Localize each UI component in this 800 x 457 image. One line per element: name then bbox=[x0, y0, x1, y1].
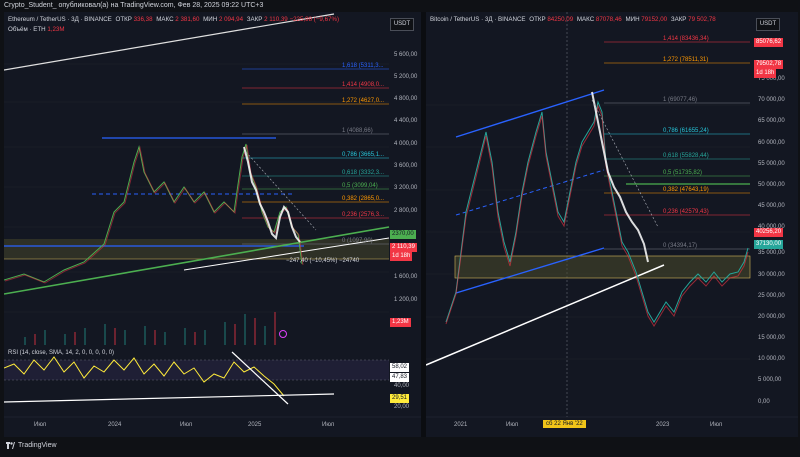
projected-path bbox=[591, 91, 649, 263]
high-price-tag: 85076,62 bbox=[754, 38, 784, 47]
channel-bottom bbox=[455, 247, 605, 294]
btc-chart-pane[interactable]: Bitcoin / TetherUS · 3Д · BINANCE ОТКР 8… bbox=[426, 12, 798, 437]
rsi-value-tag: 29,51 bbox=[390, 394, 410, 403]
long-support bbox=[426, 264, 665, 366]
footer: TradingView bbox=[0, 437, 800, 457]
y-tick: 5 200,00 bbox=[394, 74, 418, 80]
x-tick: 2025 bbox=[248, 422, 262, 428]
x-tick: 2024 bbox=[108, 422, 122, 428]
fib-label: 0,382 (47643,19) bbox=[663, 187, 709, 193]
projected-path bbox=[243, 146, 301, 243]
fib-label: 0,236 (42579,43) bbox=[663, 209, 709, 215]
fib-label: 0,382 (2865,0... bbox=[342, 196, 385, 202]
countdown-tag: 1d 18h bbox=[754, 69, 777, 78]
level-tag: 37130,00 bbox=[754, 240, 784, 249]
x-tick: Июл bbox=[34, 422, 47, 428]
y-tick: 5 600,00 bbox=[394, 52, 418, 58]
rsi-tick: 20,00 bbox=[394, 404, 410, 410]
y-tick: 35 000,00 bbox=[758, 250, 785, 256]
y-tick: 3 200,00 bbox=[394, 185, 418, 191]
btc-chart-canvas[interactable] bbox=[426, 12, 798, 437]
fib-label: 1,272 (4627,0... bbox=[342, 98, 385, 104]
y-tick: 3 600,00 bbox=[394, 163, 418, 169]
green-level-tag: 2370,00 bbox=[390, 230, 416, 239]
channel-mid bbox=[455, 169, 605, 216]
green-trendline bbox=[4, 226, 390, 295]
y-tick: 4 800,00 bbox=[394, 96, 418, 102]
last-price-tag: 2 110,39 bbox=[390, 243, 417, 252]
fib-label: 0 (1097,90) bbox=[342, 238, 373, 244]
tradingview-logo[interactable]: TradingView bbox=[6, 442, 57, 449]
x-tick: Июл bbox=[322, 422, 335, 428]
support-zone bbox=[4, 239, 389, 259]
fib-label: 1 (69077,46) bbox=[663, 97, 698, 103]
x-tick: Июл bbox=[180, 422, 193, 428]
x-tick: 2021 bbox=[454, 422, 468, 428]
y-tick: 4 400,00 bbox=[394, 118, 418, 124]
upper-trendline bbox=[4, 13, 335, 71]
fib-label: 1,414 (83436,34) bbox=[663, 36, 709, 42]
y-tick: 70 000,00 bbox=[758, 97, 785, 103]
rsi-tag: 47,83 bbox=[390, 373, 410, 382]
y-tick: 50 000,00 bbox=[758, 182, 785, 188]
y-tick: 30 000,00 bbox=[758, 272, 785, 278]
tradingview-icon bbox=[6, 442, 15, 449]
y-tick: 1 600,00 bbox=[394, 274, 418, 280]
rsi-tick: 40,00 bbox=[394, 383, 410, 389]
y-tick: 60 000,00 bbox=[758, 140, 785, 146]
level-tag: 40256,20 bbox=[754, 228, 784, 237]
fib-label: 0,786 (61655,24) bbox=[663, 128, 709, 134]
y-tick: 5 000,00 bbox=[758, 377, 782, 383]
fib-label: 0,236 (2576,3... bbox=[342, 212, 385, 218]
rsi-tag: 58,02 bbox=[390, 363, 410, 372]
fib-label: 0,618 (55828,44) bbox=[663, 153, 709, 159]
y-tick: 75 000,00 bbox=[758, 76, 785, 82]
y-tick: 4 000,00 bbox=[394, 141, 418, 147]
fib-label: 1,414 (4908,0... bbox=[342, 82, 385, 88]
y-tick: 65 000,00 bbox=[758, 118, 785, 124]
fib-label: 0,5 (51735,82) bbox=[663, 170, 703, 176]
y-tick: 2 800,00 bbox=[394, 208, 418, 214]
pane-divider[interactable] bbox=[421, 12, 426, 437]
y-tick: 15 000,00 bbox=[758, 335, 785, 341]
channel-top bbox=[455, 89, 605, 138]
fib-label: 1,618 (5311,3... bbox=[342, 63, 384, 69]
y-tick: 10 000,00 bbox=[758, 356, 785, 362]
x-tick: Июл bbox=[506, 422, 519, 428]
volume-tag: 1,23M bbox=[390, 318, 411, 327]
rsi-legend: RSI (14, close, SMA, 14, 2, 0, 0, 0, 0, … bbox=[8, 350, 115, 356]
fib-label: 0,5 (3099,04) bbox=[342, 183, 378, 189]
eth-chart-pane[interactable]: Ethereum / TetherUS · 3Д · BINANCE ОТКР … bbox=[4, 12, 421, 437]
x-tick: Июл bbox=[710, 422, 723, 428]
fib-label: 1 (4088,66) bbox=[342, 128, 373, 134]
countdown-tag: 1d 18h bbox=[390, 252, 413, 261]
y-tick: 0,00 bbox=[758, 399, 770, 405]
eth-chart-canvas[interactable] bbox=[4, 12, 421, 437]
fib-label: 1,272 (78511,31) bbox=[663, 57, 709, 63]
publish-header: Crypto_Student_ опубликовал(а) на Tradin… bbox=[0, 0, 800, 12]
support-zone bbox=[455, 256, 750, 278]
y-tick: 20 000,00 bbox=[758, 314, 785, 320]
eth-volume-legend: Объём · ETH 1,23M bbox=[8, 26, 65, 33]
rsi-line bbox=[4, 356, 285, 397]
fib-label: 0 (34394,17) bbox=[663, 243, 698, 249]
y-tick: 55 000,00 bbox=[758, 161, 785, 167]
alert-icon[interactable] bbox=[279, 330, 287, 338]
white-trendline bbox=[183, 237, 390, 271]
x-tick: 2023 bbox=[656, 422, 670, 428]
y-tick: 25 000,00 bbox=[758, 293, 785, 299]
btc-symbol-info: Bitcoin / TetherUS · 3Д · BINANCE ОТКР 8… bbox=[430, 16, 716, 23]
measure-annotation: −247,40 (−10,45%) −24740 bbox=[286, 258, 360, 264]
crosshair-date-marker: сб 22 Янв '22 bbox=[543, 420, 586, 428]
eth-currency-button[interactable]: USDT bbox=[390, 18, 414, 31]
y-tick: 45 000,00 bbox=[758, 203, 785, 209]
last-price-tag: 79502,78 bbox=[754, 60, 784, 69]
y-tick: 1 200,00 bbox=[394, 297, 418, 303]
btc-currency-button[interactable]: USDT bbox=[756, 18, 780, 31]
y-tick: 40 000,00 bbox=[758, 224, 785, 230]
fib-label: 0,786 (3665,1... bbox=[342, 152, 385, 158]
fib-label: 0,618 (3332,3... bbox=[342, 170, 385, 176]
eth-symbol-info: Ethereum / TetherUS · 3Д · BINANCE ОТКР … bbox=[8, 16, 340, 23]
